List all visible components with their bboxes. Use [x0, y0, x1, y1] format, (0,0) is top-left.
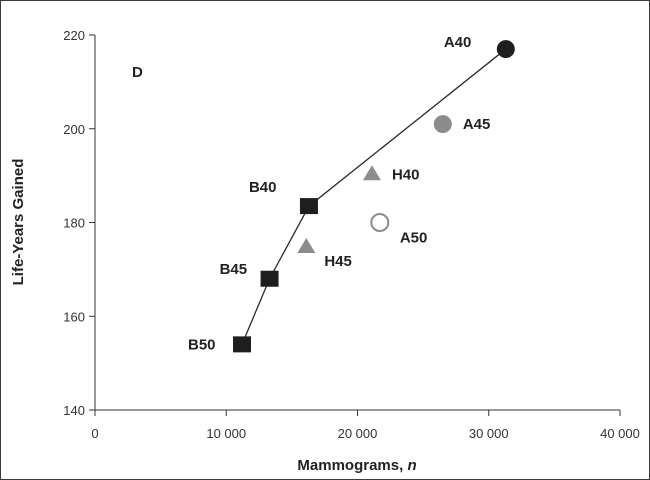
point-label-h45: H45 [324, 253, 352, 270]
ticks: 140 160 180 200 220 0 10 000 20 000 30 000 40 000 [63, 28, 640, 441]
panel-label: D [132, 64, 143, 81]
y-tick-label: 180 [63, 216, 85, 231]
y-tick-label: 140 [63, 403, 85, 418]
marker-b50 [233, 336, 251, 353]
point-label-a40: A40 [444, 34, 472, 51]
point-label-a50: A50 [400, 230, 428, 247]
data-markers [233, 40, 515, 353]
axes [94, 35, 620, 411]
marker-b40 [299, 198, 318, 215]
y-tick-label: 200 [63, 122, 85, 137]
point-label-h40: H40 [392, 166, 420, 183]
marker-a40 [496, 40, 515, 59]
y-axis-title: Life-Years Gained [10, 159, 27, 286]
point-labels: B50 B45 B40 H45 H40 A50 A45 A40 [188, 34, 490, 353]
y-tick-label: 220 [63, 28, 85, 43]
x-tick-label: 20 000 [338, 426, 378, 441]
x-tick-label: 10 000 [206, 426, 246, 441]
x-tick-label: 0 [91, 426, 98, 441]
x-axis-title: Mammograms, n [297, 457, 416, 474]
marker-h40 [362, 165, 381, 181]
x-tick-label: 40 000 [600, 426, 640, 441]
point-label-b45: B45 [220, 261, 248, 278]
point-label-a45: A45 [463, 116, 491, 133]
marker-a50 [370, 213, 390, 232]
y-tick-label: 160 [63, 309, 85, 324]
point-label-b40: B40 [249, 179, 277, 196]
point-label-b50: B50 [188, 336, 216, 353]
efficient-frontier-line [241, 48, 507, 345]
marker-a45 [433, 115, 452, 134]
marker-b45 [260, 270, 279, 287]
x-axis-title-variable: n [407, 457, 416, 474]
marker-h45 [297, 237, 316, 253]
x-axis-title-text: Mammograms, [297, 457, 407, 474]
frontier-line-group [241, 48, 507, 345]
x-tick-label: 30 000 [469, 426, 509, 441]
